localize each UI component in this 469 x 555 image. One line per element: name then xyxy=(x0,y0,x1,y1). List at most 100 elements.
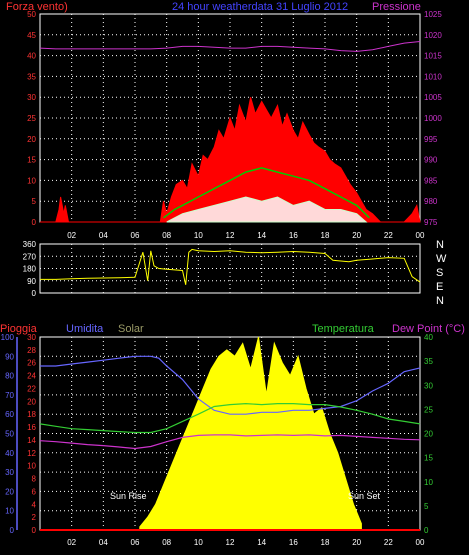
hour-tick-label: 22 xyxy=(384,538,393,547)
hour-tick-label: 18 xyxy=(321,538,330,547)
pressure-tick-label: 985 xyxy=(424,176,438,185)
humidity-line xyxy=(40,355,421,415)
rain-tick-label: 28 xyxy=(27,346,36,355)
hour-tick-label: 00 xyxy=(416,231,425,240)
humidity-tick-label: 0 xyxy=(10,526,15,535)
rain-tick-label: 12 xyxy=(27,449,36,458)
hour-tick-label: 22 xyxy=(384,231,393,240)
dewpoint-axis-title: Dew Point (°C) xyxy=(392,323,465,335)
hour-tick-label: 08 xyxy=(162,538,171,547)
wind-axis-title: Forza vento) xyxy=(6,1,68,13)
wind-tick-label: 40 xyxy=(27,52,36,61)
hour-tick-label: 04 xyxy=(99,231,108,240)
temperature-tick-label: 15 xyxy=(424,454,433,463)
rain-tick-label: 14 xyxy=(27,436,36,445)
pressure-tick-label: 1020 xyxy=(424,31,442,40)
humidity-tick-label: 30 xyxy=(5,468,14,477)
hour-tick-label: 08 xyxy=(162,231,171,240)
wind-tick-label: 5 xyxy=(32,197,37,206)
compass-label: N xyxy=(436,239,444,251)
hour-tick-label: 10 xyxy=(194,231,203,240)
hour-tick-label: 16 xyxy=(289,231,298,240)
hour-tick-label: 18 xyxy=(321,231,330,240)
rain-tick-label: 16 xyxy=(27,423,36,432)
wind-tick-label: 10 xyxy=(27,176,36,185)
temperature-tick-label: 40 xyxy=(424,333,433,342)
hour-tick-label: 02 xyxy=(67,231,76,240)
solar-axis-title: Solar xyxy=(118,323,144,335)
wind-tick-label: 15 xyxy=(27,156,36,165)
wind-tick-label: 35 xyxy=(27,72,36,81)
wind-pressure-panel: 0510152025303540455097598098599099510001… xyxy=(27,10,442,227)
rain-tick-label: 20 xyxy=(27,397,36,406)
direction-line xyxy=(40,248,421,285)
direction-tick-label: 360 xyxy=(23,240,37,249)
pressure-line xyxy=(39,41,421,52)
wind-gust-area xyxy=(40,97,421,223)
rain-tick-label: 22 xyxy=(27,384,36,393)
rain-tick-label: 30 xyxy=(27,333,36,342)
humidity-tick-label: 60 xyxy=(5,410,14,419)
hour-tick-label: 20 xyxy=(352,538,361,547)
rain-tick-label: 6 xyxy=(32,487,37,496)
pressure-tick-label: 1010 xyxy=(424,72,442,81)
sunset-label: Sun Set xyxy=(348,491,381,501)
dewpoint-line xyxy=(39,434,421,450)
hour-tick-label: 10 xyxy=(194,538,203,547)
pressure-tick-label: 1005 xyxy=(424,93,442,102)
wind-tick-label: 30 xyxy=(27,93,36,102)
wind-tick-label: 25 xyxy=(27,114,36,123)
wind-tick-label: 20 xyxy=(27,135,36,144)
rain-tick-label: 8 xyxy=(32,475,37,484)
wind-low-area xyxy=(166,196,368,223)
pressure-axis-title: Pressione xyxy=(372,1,421,13)
hour-tick-label: 12 xyxy=(226,231,235,240)
compass-label: E xyxy=(436,281,443,293)
climate-panel: 0102030405060708090100024681012141618202… xyxy=(1,333,434,547)
hour-tick-label: 06 xyxy=(131,231,140,240)
rain-axis-title: Pioggia xyxy=(0,323,38,335)
temperature-axis-title: Temperatura xyxy=(312,323,375,335)
compass-label: S xyxy=(436,267,443,279)
rain-tick-label: 2 xyxy=(32,513,37,522)
pressure-tick-label: 980 xyxy=(424,197,438,206)
hour-tick-label: 12 xyxy=(226,538,235,547)
rain-tick-label: 4 xyxy=(32,500,37,509)
wind-average-line xyxy=(163,167,370,219)
direction-tick-label: 90 xyxy=(27,277,36,286)
temperature-tick-label: 5 xyxy=(424,502,429,511)
rain-tick-label: 10 xyxy=(27,462,36,471)
rain-tick-label: 26 xyxy=(27,359,36,368)
rain-tick-label: 18 xyxy=(27,410,36,419)
humidity-axis-title: Umidita xyxy=(66,323,104,335)
humidity-tick-label: 10 xyxy=(5,507,14,516)
pressure-tick-label: 1025 xyxy=(424,10,442,19)
humidity-tick-label: 70 xyxy=(5,391,14,400)
humidity-tick-label: 90 xyxy=(5,352,14,361)
humidity-tick-label: 100 xyxy=(1,333,15,342)
hour-tick-label: 20 xyxy=(352,231,361,240)
temperature-tick-label: 10 xyxy=(424,478,433,487)
compass-label: W xyxy=(436,253,447,265)
rain-tick-label: 0 xyxy=(32,526,37,535)
hour-tick-label: 06 xyxy=(131,538,140,547)
temperature-tick-label: 30 xyxy=(424,381,433,390)
temperature-line xyxy=(39,402,421,434)
hour-tick-label: 14 xyxy=(257,231,266,240)
humidity-tick-label: 40 xyxy=(5,449,14,458)
hour-tick-label: 00 xyxy=(416,538,425,547)
temperature-tick-label: 35 xyxy=(424,357,433,366)
hour-tick-label: 02 xyxy=(67,538,76,547)
direction-tick-label: 0 xyxy=(32,289,37,298)
temperature-tick-label: 25 xyxy=(424,405,433,414)
pressure-tick-label: 975 xyxy=(424,218,438,227)
humidity-tick-label: 50 xyxy=(5,430,14,439)
temperature-tick-label: 20 xyxy=(424,430,433,439)
chart-title: 24 hour weatherdata 31 Luglio 2012 xyxy=(172,1,348,13)
pressure-tick-label: 995 xyxy=(424,135,438,144)
wind-tick-label: 45 xyxy=(27,31,36,40)
temperature-tick-label: 0 xyxy=(424,526,429,535)
wind-tick-label: 0 xyxy=(32,218,37,227)
